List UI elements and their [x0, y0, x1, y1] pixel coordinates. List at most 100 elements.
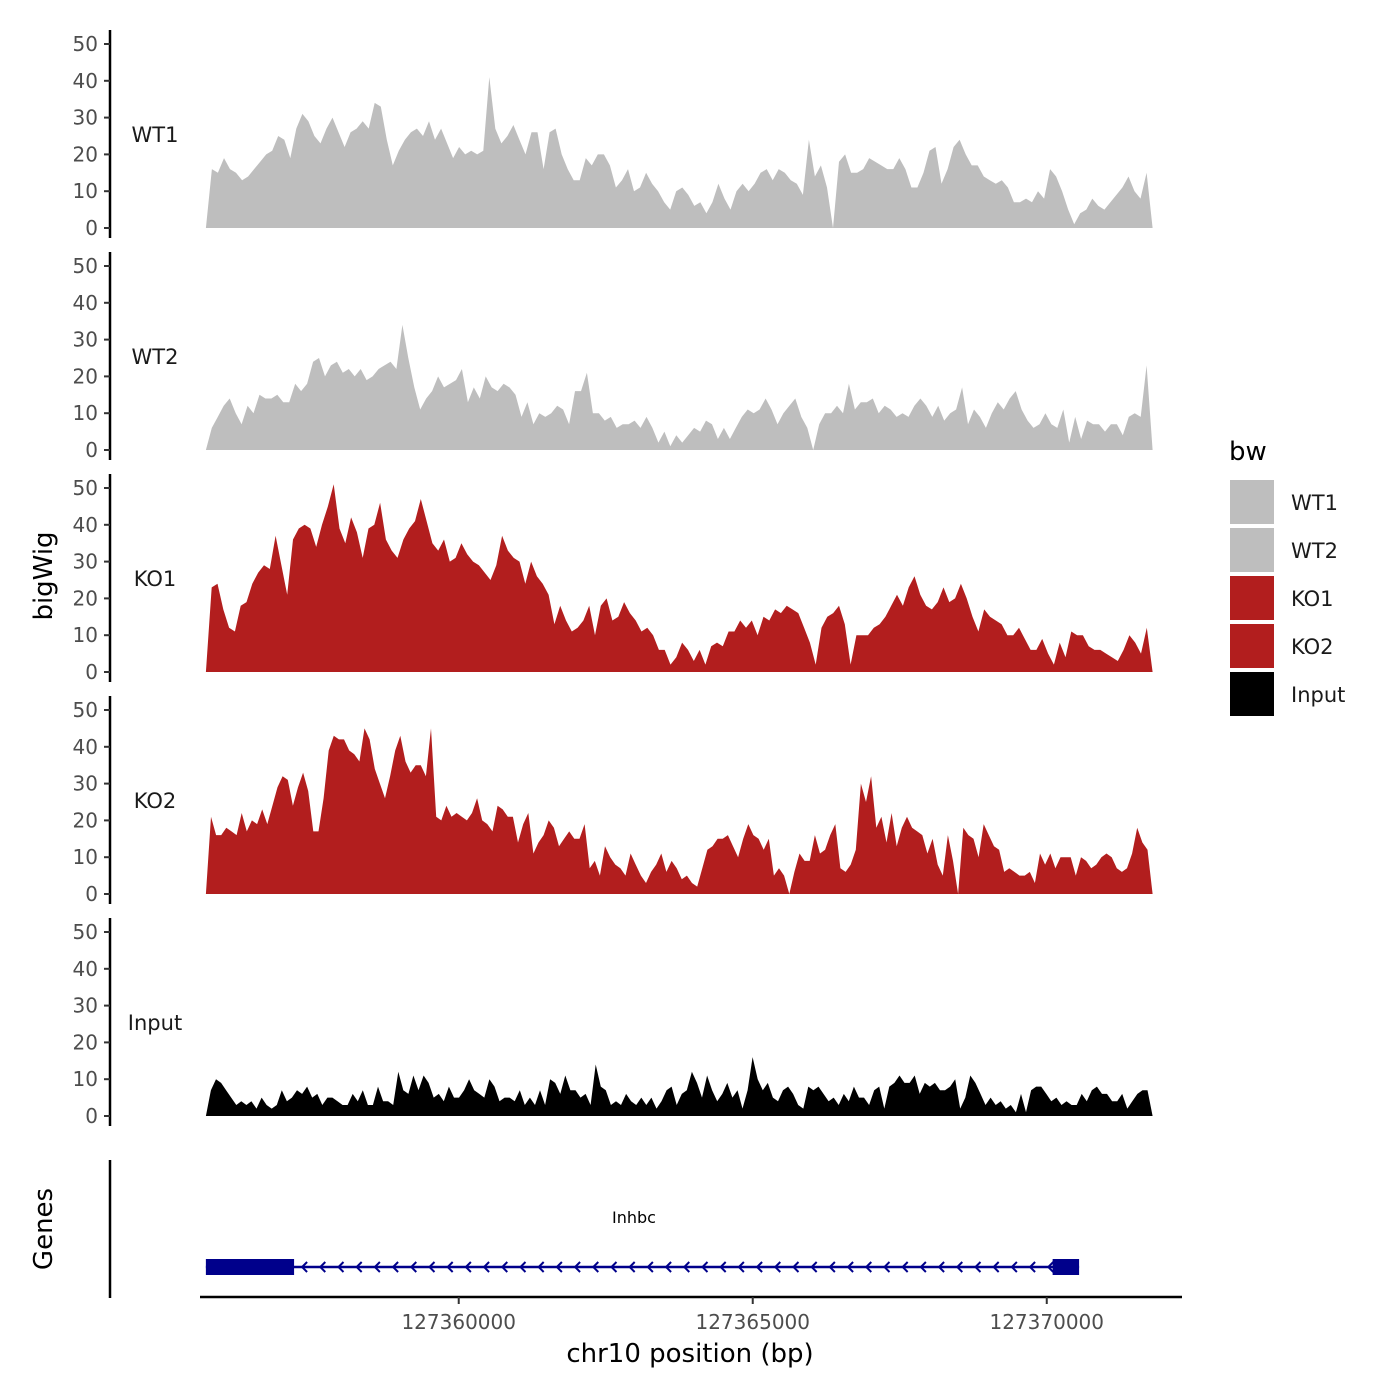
track-ko1: 0 10 20 30 40 50 KO1 [73, 474, 1153, 684]
strand-chevron [1028, 1261, 1036, 1273]
legend-swatch [1230, 480, 1274, 524]
strand-chevron [591, 1261, 599, 1273]
strand-chevron [482, 1261, 490, 1273]
y-tick-label: 50 [73, 476, 98, 500]
strand-chevron [573, 1261, 581, 1273]
coverage-area-wt2 [205, 324, 1153, 450]
strand-chevron [846, 1261, 854, 1273]
legend-swatch [1230, 528, 1274, 572]
coverage-area-wt1 [205, 77, 1153, 228]
gene-track: Genes Inhbc [29, 1160, 1080, 1298]
y-tick-label: 10 [73, 401, 98, 425]
track-wt1: 0 10 20 30 40 50 WT1 [73, 30, 1153, 240]
y-tick-label: 40 [73, 69, 98, 93]
y-tick-label: 10 [73, 1067, 98, 1091]
y-tick-label: 40 [73, 291, 98, 315]
strand-chevron [373, 1261, 381, 1273]
strand-chevron [919, 1261, 927, 1273]
y-tick-label: 10 [73, 179, 98, 203]
y-tick-label: 20 [73, 1030, 98, 1054]
legend-swatch [1230, 672, 1274, 716]
gene-name-label: Inhbc [612, 1208, 656, 1227]
strand-chevron [682, 1261, 690, 1273]
strand-chevron [937, 1261, 945, 1273]
strand-chevron [337, 1261, 345, 1273]
y-tick-label: 20 [73, 364, 98, 388]
strand-chevron [974, 1261, 982, 1273]
legend-swatch [1230, 624, 1274, 668]
strand-chevron [519, 1261, 527, 1273]
gene-exon [1052, 1259, 1080, 1275]
y-tick-label: 40 [73, 735, 98, 759]
x-axis-title: chr10 position (bp) [566, 1339, 813, 1369]
y-tick-label: 20 [73, 808, 98, 832]
strand-chevron [901, 1261, 909, 1273]
y-tick-label: 30 [73, 106, 98, 130]
x-tick-label: 127370000 [989, 1310, 1104, 1334]
y-tick-label: 30 [73, 328, 98, 352]
legend-item-wt1: WT1 [1230, 480, 1338, 524]
y-tick-label: 0 [85, 882, 98, 906]
legend-label: KO2 [1291, 635, 1334, 659]
strand-chevron [446, 1261, 454, 1273]
x-axis: 127360000 127365000 127370000 [200, 1295, 1182, 1334]
coverage-area-ko2 [205, 728, 1153, 894]
legend-item-input: Input [1230, 672, 1345, 716]
x-tick-label: 127365000 [695, 1310, 810, 1334]
strand-chevron [355, 1261, 363, 1273]
y-tick-label: 40 [73, 957, 98, 981]
y-tick-label: 30 [73, 550, 98, 574]
legend-item-ko1: KO1 [1230, 576, 1334, 620]
track-label: Input [128, 1011, 182, 1035]
y-tick-label: 0 [85, 660, 98, 684]
strand-chevron [537, 1261, 545, 1273]
strand-chevron [992, 1261, 1000, 1273]
track-label: WT1 [132, 123, 179, 147]
legend-label: KO1 [1291, 587, 1334, 611]
legend-label: Input [1291, 683, 1345, 707]
legend-swatch [1230, 576, 1274, 620]
track-ko2: 0 10 20 30 40 50 KO2 [73, 696, 1153, 906]
strand-chevron [409, 1261, 417, 1273]
track-label: KO2 [134, 789, 177, 813]
gene-exon [205, 1259, 295, 1275]
strand-chevron [719, 1261, 727, 1273]
strand-chevron [428, 1261, 436, 1273]
strand-chevron [555, 1261, 563, 1273]
strand-chevron [792, 1261, 800, 1273]
legend: bw WT1 WT2 KO1 KO2 Input [1229, 437, 1345, 716]
strand-chevron [955, 1261, 963, 1273]
y-tick-label: 0 [85, 438, 98, 462]
strand-chevron [391, 1261, 399, 1273]
strand-chevron [646, 1261, 654, 1273]
y-axis-title: bigWig [29, 531, 59, 620]
legend-label: WT1 [1291, 491, 1338, 515]
legend-label: WT2 [1291, 539, 1338, 563]
strand-chevron [664, 1261, 672, 1273]
y-tick-label: 0 [85, 1104, 98, 1128]
coverage-area-ko1 [205, 484, 1153, 672]
strand-chevron [1046, 1261, 1054, 1273]
strand-chevron [500, 1261, 508, 1273]
y-tick-label: 40 [73, 513, 98, 537]
y-tick-label: 10 [73, 845, 98, 869]
y-tick-label: 30 [73, 772, 98, 796]
coverage-tracks: 0 10 20 30 40 50 WT1 0 10 20 30 40 50 WT2 0 10 20 30 40 50 K… [73, 30, 1153, 1128]
strand-chevron [610, 1261, 618, 1273]
strand-chevron [628, 1261, 636, 1273]
strand-chevron [773, 1261, 781, 1273]
legend-item-wt2: WT2 [1230, 528, 1338, 572]
strand-chevron [737, 1261, 745, 1273]
track-wt2: 0 10 20 30 40 50 WT2 [73, 252, 1153, 462]
strand-chevron [810, 1261, 818, 1273]
strand-chevron [828, 1261, 836, 1273]
strand-chevron [864, 1261, 872, 1273]
track-input: 0 10 20 30 40 50 Input [73, 918, 1153, 1128]
strand-chevron [300, 1261, 308, 1273]
coverage-area-input [205, 1057, 1153, 1116]
strand-chevron [318, 1261, 326, 1273]
x-tick-label: 127360000 [401, 1310, 516, 1334]
y-tick-label: 30 [73, 994, 98, 1018]
y-tick-label: 50 [73, 32, 98, 56]
y-tick-label: 0 [85, 216, 98, 240]
